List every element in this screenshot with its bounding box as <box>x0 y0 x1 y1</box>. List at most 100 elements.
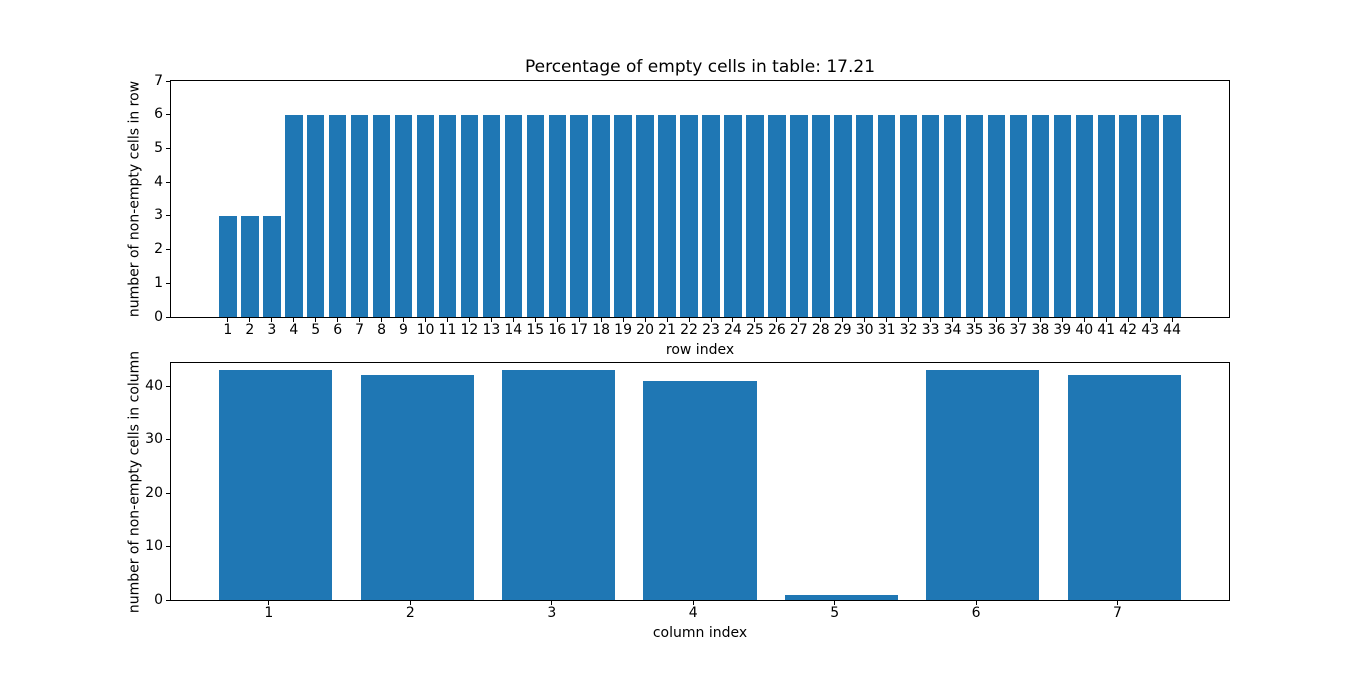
x-tick-label: 31 <box>877 322 896 338</box>
bar <box>394 114 413 317</box>
x-tick-mark <box>776 318 778 322</box>
x-tick-label: 2 <box>245 322 255 338</box>
x-tick-label: 3 <box>267 322 277 338</box>
x-tick-mark <box>271 318 273 322</box>
bar <box>219 370 333 600</box>
x-tick-label: 1 <box>223 322 233 338</box>
bar <box>416 114 435 317</box>
x-tick-mark <box>996 318 997 322</box>
x-tick-mark <box>315 318 317 322</box>
bar <box>658 114 676 317</box>
y-tick-label: 40 <box>145 377 163 394</box>
x-tick-label: 10 <box>416 322 435 338</box>
x-tick-mark <box>622 318 624 322</box>
x-tick-label: 15 <box>526 322 545 338</box>
x-tick-mark <box>468 318 470 322</box>
y-tick-mark <box>166 147 170 149</box>
x-tick-mark <box>268 601 270 605</box>
bar <box>592 114 610 317</box>
x-tick-label: 28 <box>811 322 830 338</box>
bar <box>1009 114 1028 317</box>
x-tick-label: 9 <box>399 322 408 338</box>
x-tick-label: 32 <box>899 322 918 338</box>
x-tick-label: 5 <box>311 322 321 338</box>
columns-x-axis-label: column index <box>652 625 748 641</box>
rows-x-axis-label: row index <box>665 342 735 358</box>
x-tick-mark <box>952 318 953 322</box>
bar <box>877 114 896 317</box>
x-tick-mark <box>886 318 888 322</box>
bar <box>263 215 281 317</box>
x-tick-mark <box>930 318 932 322</box>
y-tick-mark <box>166 181 170 183</box>
chart-title: Percentage of empty cells in table: 17.2… <box>524 57 876 77</box>
x-tick-label: 20 <box>636 322 654 338</box>
x-tick-mark <box>974 318 975 322</box>
x-tick-label: 17 <box>570 322 589 338</box>
bar <box>746 114 764 317</box>
x-tick-mark <box>1105 318 1107 322</box>
columns-bar-chart: column index number of non-empty cells i… <box>127 350 1230 641</box>
bar <box>921 114 940 317</box>
x-tick-label: 4 <box>289 322 299 338</box>
bar <box>285 114 303 317</box>
x-tick-label: 40 <box>1075 322 1094 338</box>
x-tick-label: 11 <box>438 322 457 338</box>
x-tick-label: 2 <box>405 605 415 621</box>
x-tick-label: 44 <box>1163 322 1181 338</box>
y-tick-mark <box>166 599 170 601</box>
bar <box>784 594 899 600</box>
x-tick-label: 29 <box>833 322 852 338</box>
y-tick-mark <box>166 114 170 116</box>
x-tick-mark <box>975 601 977 605</box>
y-tick-label: 2 <box>154 241 163 258</box>
bar <box>855 114 874 317</box>
bar <box>570 114 588 317</box>
x-tick-mark <box>490 318 492 322</box>
y-tick-label: 10 <box>145 538 163 554</box>
x-tick-label: 37 <box>1009 322 1028 338</box>
bar <box>643 380 757 600</box>
x-tick-mark <box>692 601 694 605</box>
bar <box>1097 114 1116 317</box>
bar <box>965 114 984 317</box>
x-tick-mark <box>227 318 229 322</box>
y-tick-mark <box>166 249 170 251</box>
y-tick-label: 6 <box>154 106 163 123</box>
bar <box>1075 114 1094 317</box>
y-tick-label: 5 <box>154 139 163 156</box>
x-tick-mark <box>1017 318 1019 322</box>
x-tick-mark <box>551 601 553 605</box>
bar <box>724 114 742 317</box>
x-tick-mark <box>908 318 910 322</box>
x-tick-label: 13 <box>482 322 501 338</box>
x-tick-mark <box>732 318 734 322</box>
x-tick-mark <box>688 318 690 322</box>
x-tick-mark <box>1039 318 1041 322</box>
x-tick-mark <box>820 318 822 322</box>
y-tick-mark <box>166 439 170 440</box>
y-tick-mark <box>166 282 170 284</box>
x-tick-label: 30 <box>855 322 874 338</box>
y-tick-label: 0 <box>154 591 163 608</box>
bar <box>482 114 501 317</box>
bar <box>899 114 918 317</box>
x-tick-label: 43 <box>1141 322 1160 338</box>
bar <box>1053 114 1072 317</box>
y-tick-mark <box>166 215 170 217</box>
bar <box>702 114 720 317</box>
bar <box>1119 114 1137 317</box>
x-tick-label: 42 <box>1119 322 1138 338</box>
x-tick-mark <box>842 318 844 322</box>
x-tick-label: 36 <box>987 322 1006 338</box>
x-tick-label: 39 <box>1053 322 1072 338</box>
x-tick-label: 33 <box>921 322 940 338</box>
x-tick-mark <box>600 318 602 322</box>
bar <box>328 114 347 317</box>
bar <box>1141 114 1159 317</box>
bar <box>926 370 1040 600</box>
x-tick-label: 6 <box>971 605 981 621</box>
x-tick-label: 3 <box>547 605 557 621</box>
bar <box>504 114 523 317</box>
y-tick-label: 30 <box>145 431 163 447</box>
